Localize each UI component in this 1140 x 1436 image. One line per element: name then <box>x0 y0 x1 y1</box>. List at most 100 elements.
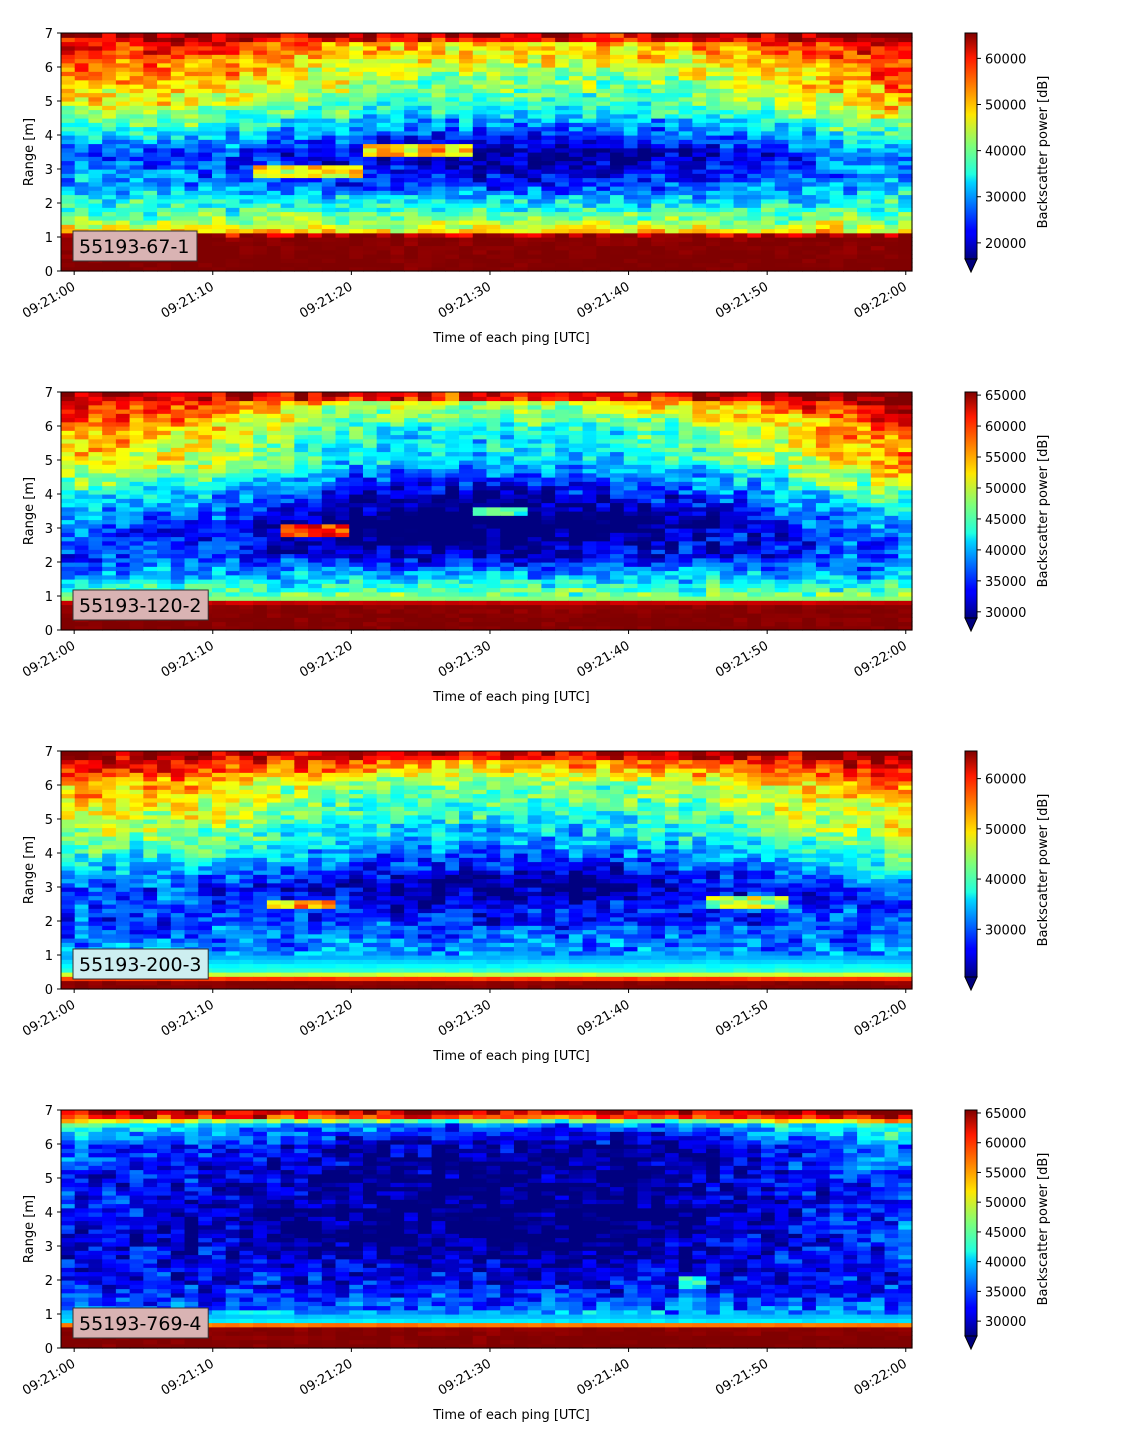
heatmap-cell <box>857 113 872 119</box>
heatmap-cell <box>623 169 639 174</box>
heatmap-cell <box>335 88 350 94</box>
heatmap-cell <box>308 113 323 119</box>
heatmap-cell <box>404 109 419 115</box>
heatmap-cell <box>733 160 748 166</box>
heatmap-cell <box>74 173 90 179</box>
heatmap-cell <box>431 54 446 60</box>
heatmap-cell <box>774 122 790 128</box>
heatmap-cell <box>376 511 392 516</box>
heatmap-cell <box>115 413 131 419</box>
heatmap-cell <box>129 220 144 225</box>
heatmap-cell <box>198 143 213 149</box>
heatmap-cell <box>390 50 405 55</box>
heatmap-cell <box>253 498 268 504</box>
heatmap-cell <box>266 608 282 614</box>
heatmap-cell <box>541 84 556 89</box>
heatmap-cell <box>170 438 186 444</box>
heatmap-cell <box>143 266 158 272</box>
heatmap-cell <box>335 92 350 98</box>
heatmap-cell <box>280 434 295 440</box>
heatmap-cell <box>115 528 131 533</box>
heatmap-cell <box>266 532 282 538</box>
heatmap-cell <box>170 203 186 208</box>
heatmap-cell <box>459 245 474 251</box>
heatmap-cell <box>198 443 213 448</box>
heatmap-cell <box>198 404 213 410</box>
heatmap-cell <box>692 139 707 145</box>
heatmap-cell <box>184 207 199 213</box>
heatmap-cell <box>761 67 776 72</box>
heatmap-cell <box>184 438 199 444</box>
heatmap-cell <box>362 494 378 499</box>
heatmap-cell <box>376 249 392 255</box>
heatmap-cell <box>170 160 186 166</box>
heatmap-cell <box>321 587 337 593</box>
heatmap-cell <box>404 232 419 238</box>
heatmap-cell <box>555 232 570 238</box>
heatmap-cell <box>568 33 584 38</box>
heatmap-cell <box>404 506 419 512</box>
heatmap-cell <box>129 583 144 589</box>
heatmap-cell <box>417 84 433 89</box>
heatmap-cell <box>376 557 392 563</box>
heatmap-cell <box>253 71 268 77</box>
heatmap-cell <box>321 249 337 255</box>
heatmap-cell <box>390 62 405 68</box>
heatmap-cell <box>596 84 611 89</box>
heatmap-cell <box>788 198 803 204</box>
heatmap-cell <box>280 608 295 614</box>
heatmap-cell <box>362 409 378 414</box>
heatmap-cell <box>678 118 693 123</box>
heatmap-cell <box>225 186 241 191</box>
heatmap-cell <box>198 164 213 170</box>
heatmap-cell <box>362 430 378 436</box>
heatmap-cell <box>266 566 282 572</box>
heatmap-cell <box>829 266 844 272</box>
heatmap-cell <box>774 258 790 264</box>
heatmap-cell <box>335 50 350 55</box>
heatmap-cell <box>390 409 405 414</box>
heatmap-cell <box>459 147 474 153</box>
heatmap-cell <box>651 118 666 123</box>
heatmap-cell <box>253 519 268 525</box>
heatmap-cell <box>74 113 90 119</box>
heatmap-cell <box>417 228 433 234</box>
heatmap-cell <box>527 160 543 166</box>
heatmap-cell <box>898 215 913 221</box>
heatmap-cell <box>733 177 748 183</box>
heatmap-cell <box>157 181 172 187</box>
heatmap-cell <box>733 198 748 204</box>
heatmap-cell <box>898 33 913 38</box>
heatmap-cell <box>417 109 433 115</box>
heatmap-cell <box>678 75 693 81</box>
heatmap-cell <box>637 79 652 85</box>
heatmap-cell <box>829 177 844 183</box>
heatmap-cell <box>157 164 172 170</box>
heatmap-cell <box>211 33 227 38</box>
heatmap-cell <box>431 105 446 111</box>
heatmap-cell <box>390 135 405 140</box>
heatmap-cell <box>774 147 790 153</box>
heatmap-cell <box>513 198 529 204</box>
heatmap-cell <box>692 122 707 128</box>
heatmap-cell <box>308 215 323 221</box>
heatmap-cell <box>321 186 337 191</box>
heatmap-cell <box>266 396 282 402</box>
heatmap-cell <box>637 249 652 255</box>
heatmap-cell <box>225 45 241 51</box>
heatmap-cell <box>280 447 295 453</box>
heatmap-cell <box>692 228 707 234</box>
heatmap-cell <box>719 181 735 187</box>
heatmap-cell <box>829 241 844 247</box>
heatmap-cell <box>829 54 844 60</box>
heatmap-cell <box>417 224 433 230</box>
heatmap-cell <box>198 220 213 225</box>
heatmap-cell <box>266 498 282 504</box>
heatmap-cell <box>239 88 254 94</box>
heatmap-cell <box>706 71 721 77</box>
heatmap-cell <box>843 241 858 247</box>
heatmap-cell <box>157 156 172 162</box>
heatmap-cell <box>541 147 556 153</box>
heatmap-cell <box>692 190 707 196</box>
heatmap-cell <box>541 130 556 136</box>
